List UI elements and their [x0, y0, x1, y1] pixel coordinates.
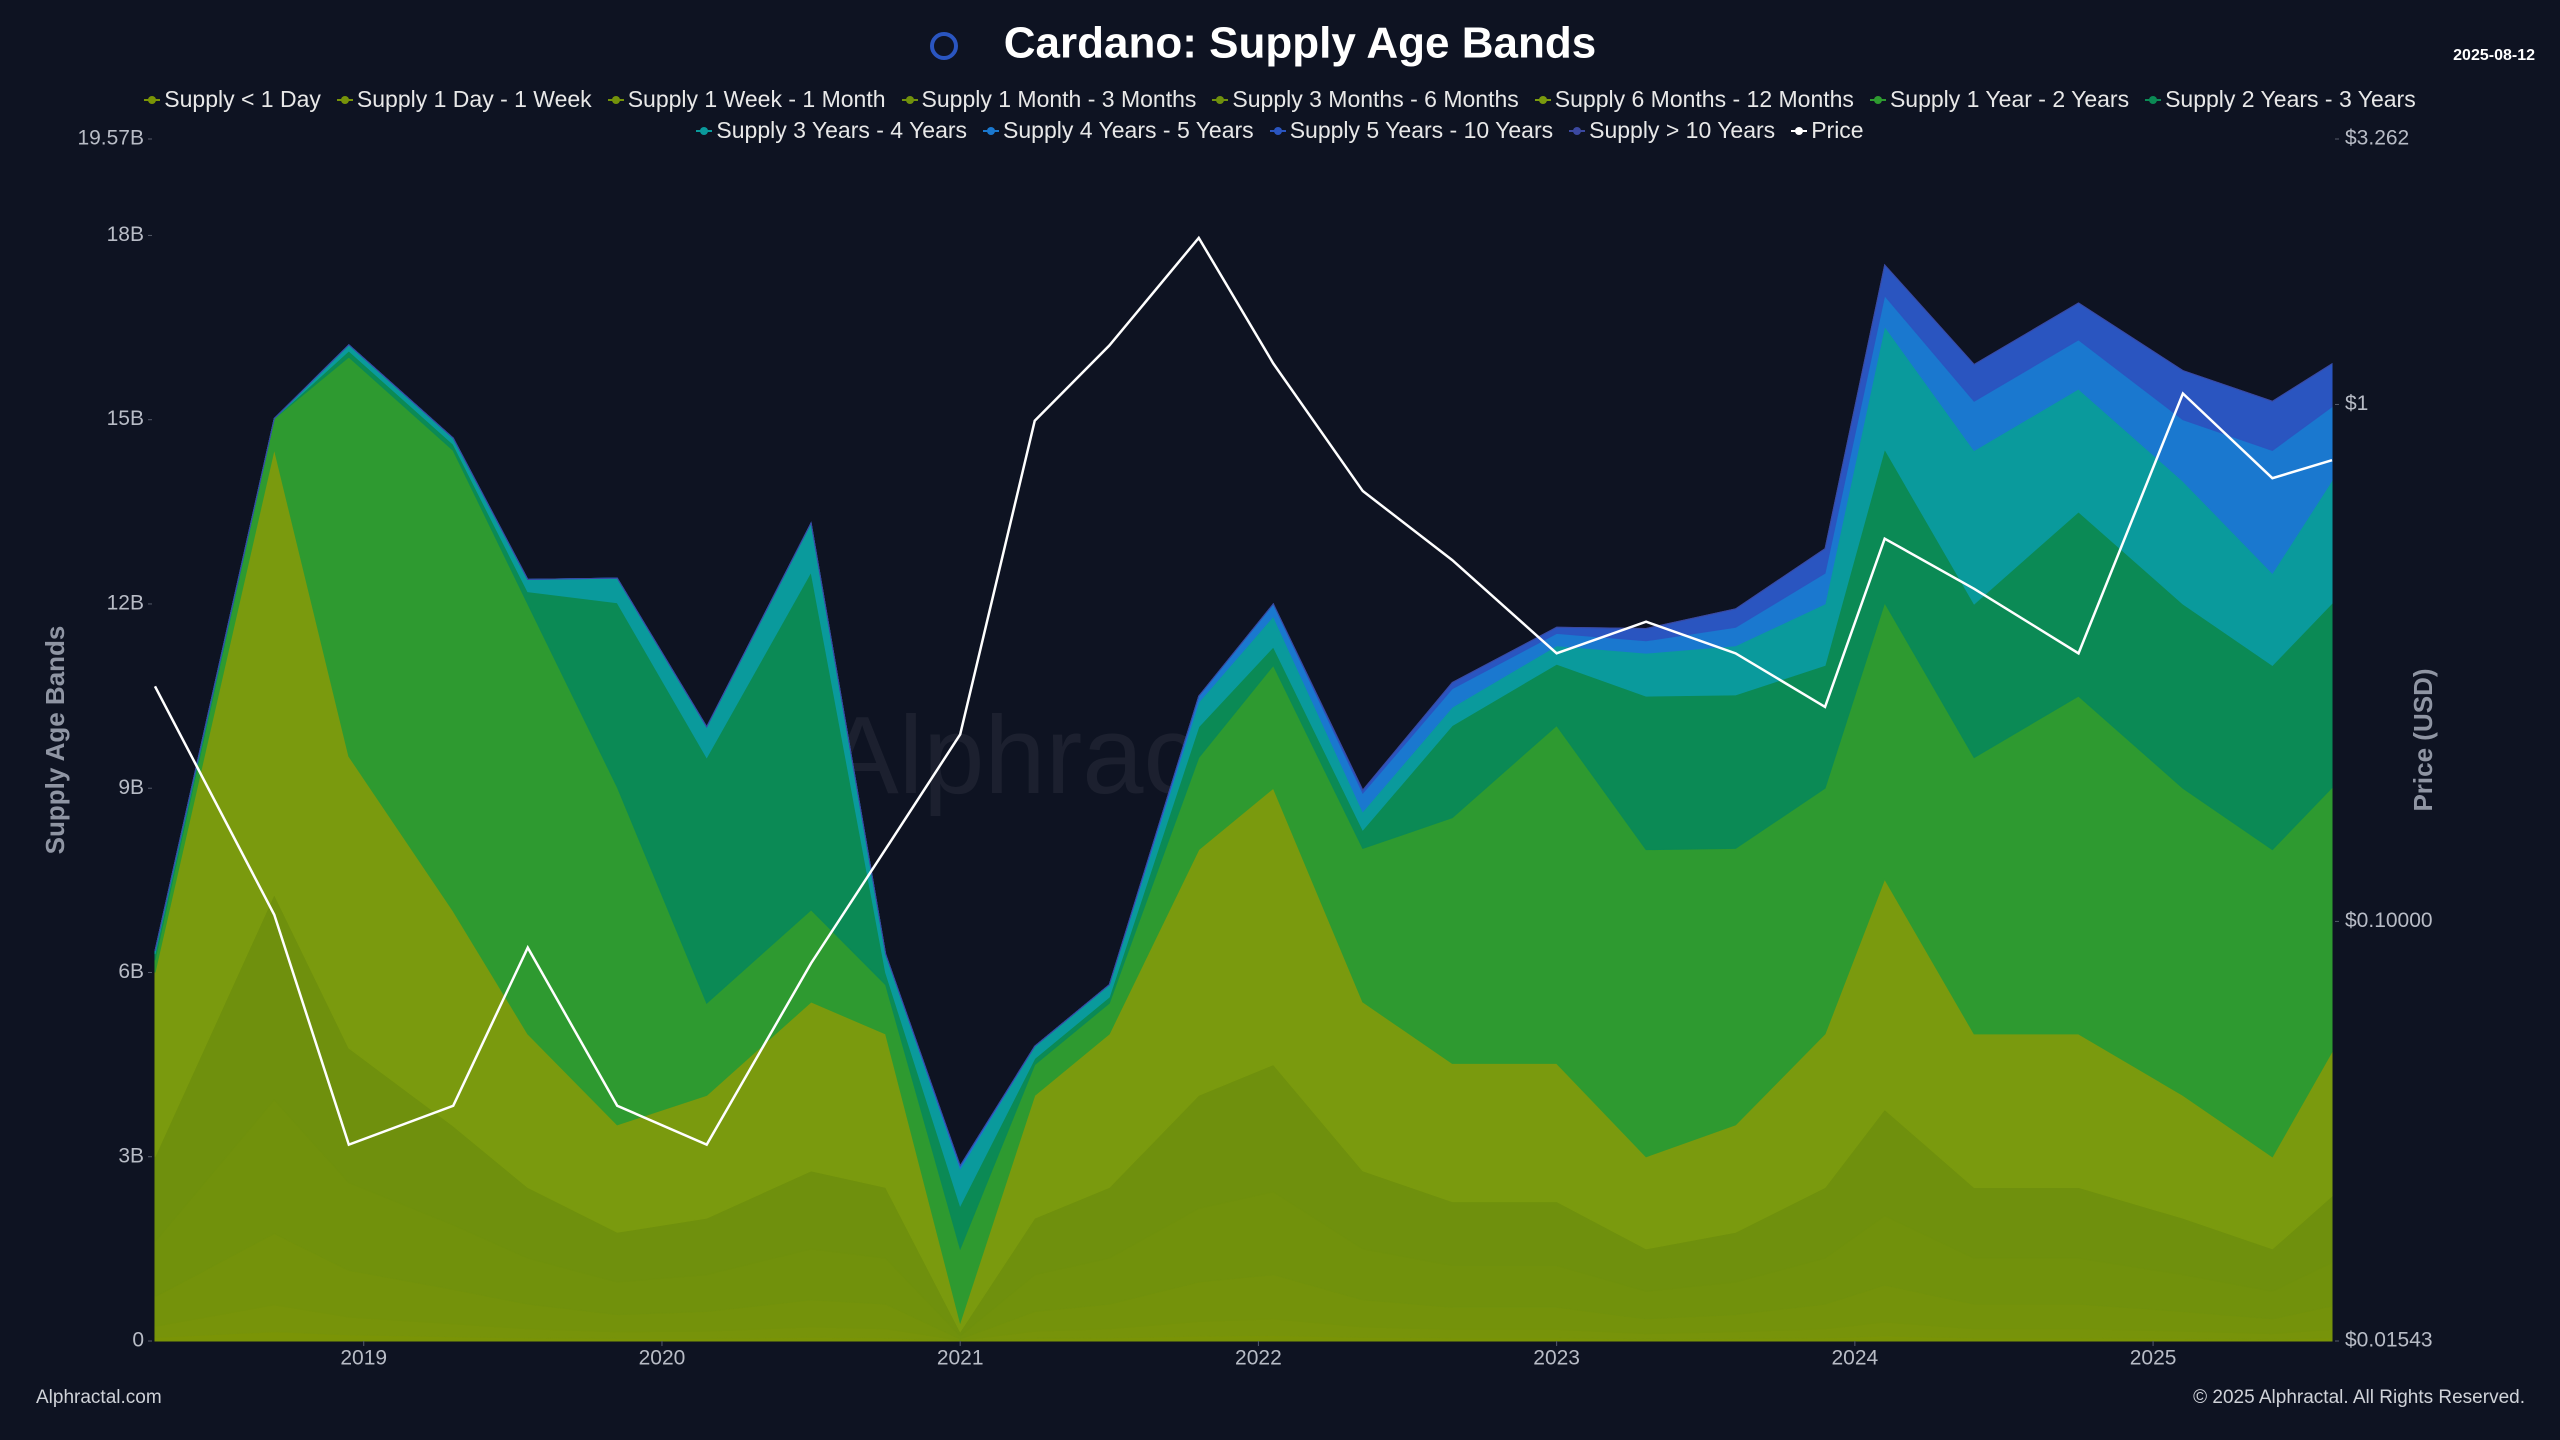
legend-label: Supply 1 Week - 1 Month [627, 86, 886, 112]
y2-tick-label: $0.01543 [2345, 1329, 2433, 1352]
legend-item[interactable]: Supply 3 Years - 4 Years [696, 117, 967, 144]
legend-marker [901, 95, 918, 104]
legend-label: Supply 3 Years - 4 Years [716, 117, 968, 143]
legend-label: Supply 1 Year - 2 Years [1889, 86, 2130, 112]
legend-item[interactable]: Supply 4 Years - 5 Years [983, 117, 1254, 144]
legend-row: Supply < 1 Day Supply 1 Day - 1 Week Suppl… [130, 84, 2430, 115]
y-tick-label: 15B [107, 407, 144, 430]
legend-marker [607, 95, 624, 104]
legend-marker [1534, 95, 1551, 104]
legend-item[interactable]: Supply 1 Day - 1 Week [336, 86, 592, 113]
legend-marker [1569, 126, 1586, 135]
legend-label: Supply 3 Months - 6 Months [1232, 86, 1519, 112]
y-tick-label: 6B [118, 960, 144, 983]
x-tick-label: 2023 [1533, 1347, 1580, 1370]
legend-marker [1869, 95, 1886, 104]
legend-marker [1269, 126, 1286, 135]
legend-label: Supply < 1 Day [164, 86, 321, 112]
legend-item[interactable]: Supply 1 Year - 2 Years [1869, 86, 2130, 113]
legend-item[interactable]: Supply 1 Week - 1 Month [607, 86, 886, 113]
y-axis-label: Supply Age Bands [40, 626, 70, 855]
x-tick-label: 2020 [639, 1347, 686, 1370]
legend-label: Supply 5 Years - 10 Years [1289, 117, 1554, 143]
legend-marker [336, 95, 353, 104]
legend-item[interactable]: Supply 3 Months - 6 Months [1212, 86, 1519, 113]
legend-item[interactable]: Supply 1 Month - 3 Months [901, 86, 1197, 113]
y2-tick-label: $3.262 [2345, 127, 2409, 150]
copyright: © 2025 Alphractal. All Rights Reserved. [2193, 1387, 2525, 1408]
y-tick-label: 0 [132, 1329, 144, 1352]
legend-label: Price [1811, 117, 1864, 143]
legend-label: Supply 1 Day - 1 Week [356, 86, 592, 112]
date: 2025-08-12 [2453, 47, 2535, 64]
legend-item[interactable]: Supply 2 Years - 3 Years [2145, 86, 2416, 113]
legend: Supply < 1 Day Supply 1 Day - 1 Week Suppl… [130, 84, 2430, 146]
legend-marker [983, 126, 1000, 135]
y-tick-label: 18B [107, 223, 144, 246]
legend-item[interactable]: Price [1791, 117, 1864, 144]
x-tick-label: 2021 [937, 1347, 984, 1370]
x-tick-label: 2025 [2130, 1347, 2177, 1370]
legend-label: Supply 1 Month - 3 Months [921, 86, 1197, 112]
legend-label: Supply 2 Years - 3 Years [2165, 86, 2416, 112]
x-tick-label: 2019 [340, 1347, 387, 1370]
legend-marker [144, 95, 161, 104]
legend-label: Supply 4 Years - 5 Years [1003, 117, 1254, 143]
legend-item[interactable]: Supply 6 Months - 12 Months [1534, 86, 1854, 113]
legend-label: Supply > 10 Years [1589, 117, 1776, 143]
y2-axis-label: Price (USD) [2408, 668, 2438, 811]
plot-area [153, 235, 2333, 1342]
x-tick-label: 2024 [1831, 1347, 1878, 1370]
legend-marker [696, 126, 713, 135]
price-line [153, 235, 2333, 1147]
legend-marker [1791, 126, 1808, 135]
chart-title: Cardano: Supply Age Bands [1004, 19, 1596, 68]
legend-item[interactable]: Supply > 10 Years [1569, 117, 1775, 144]
legend-marker [2145, 95, 2162, 104]
legend-item[interactable]: Supply 5 Years - 10 Years [1269, 117, 1554, 144]
logo [930, 32, 958, 60]
legend-label: Supply 6 Months - 12 Months [1554, 86, 1854, 112]
x-tick-label: 2022 [1235, 1347, 1282, 1370]
y-tick-label: 3B [118, 1144, 144, 1167]
legend-row: Supply 3 Years - 4 Years Supply 4 Years -… [130, 115, 2430, 146]
y-tick-label: 19.57B [77, 127, 144, 150]
y-tick-label: 9B [118, 776, 144, 799]
source: Alphractal.com [36, 1387, 162, 1408]
legend-marker [1212, 95, 1229, 104]
y2-tick-label: $0.10000 [2345, 909, 2433, 932]
y2-tick-label: $1 [2345, 392, 2368, 415]
legend-item[interactable]: Supply < 1 Day [144, 86, 321, 113]
y-tick-label: 12B [107, 592, 144, 615]
